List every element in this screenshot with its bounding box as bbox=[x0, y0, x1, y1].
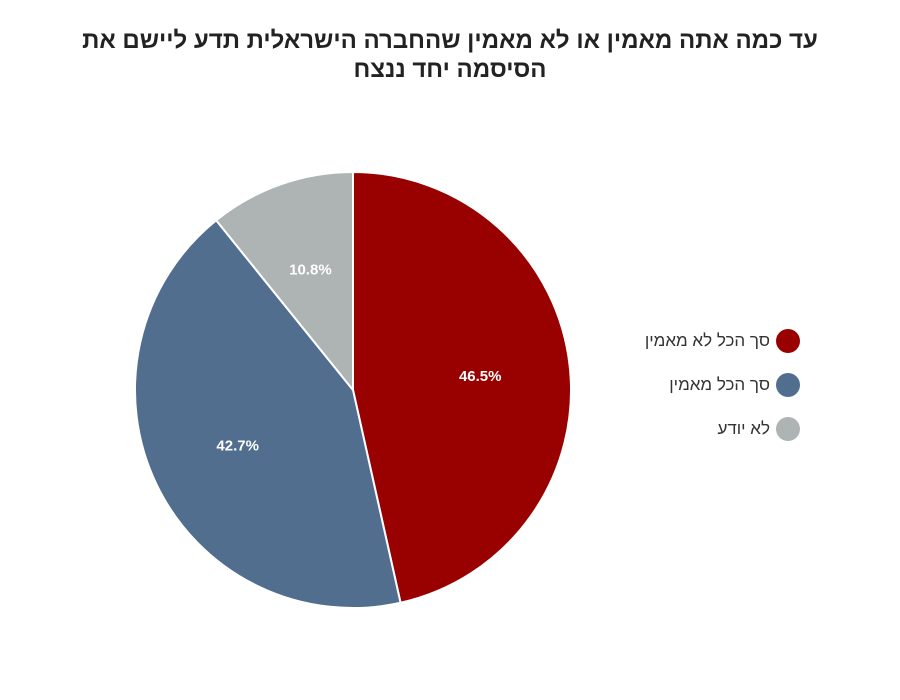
legend-item-0: סך הכל לא מאמין bbox=[644, 329, 800, 353]
slice-value-label-2: 10.8% bbox=[289, 261, 332, 278]
legend: סך הכל לא מאמין סך הכל מאמין לא יודע bbox=[644, 329, 800, 462]
pie-slice-0 bbox=[352, 170, 572, 604]
legend-label: לא יודע bbox=[717, 419, 770, 438]
legend-swatch bbox=[776, 417, 800, 441]
legend-item-1: סך הכל מאמין bbox=[645, 373, 800, 397]
pie-slice-1 bbox=[133, 218, 402, 609]
legend-item-2: לא יודע bbox=[645, 417, 800, 441]
legend-swatch bbox=[776, 329, 800, 353]
pie-slice-2 bbox=[214, 170, 354, 393]
legend-swatch bbox=[776, 373, 800, 397]
chart-title: עד כמה אתה מאמין או לא מאמין שהחברה הישר… bbox=[82, 27, 818, 83]
slice-value-label-0: 46.5% bbox=[459, 368, 502, 385]
slice-value-label-1: 42.7% bbox=[216, 438, 259, 455]
legend-label: סך הכל מאמין bbox=[669, 375, 770, 394]
legend-label: סך הכל לא מאמין bbox=[644, 331, 770, 350]
